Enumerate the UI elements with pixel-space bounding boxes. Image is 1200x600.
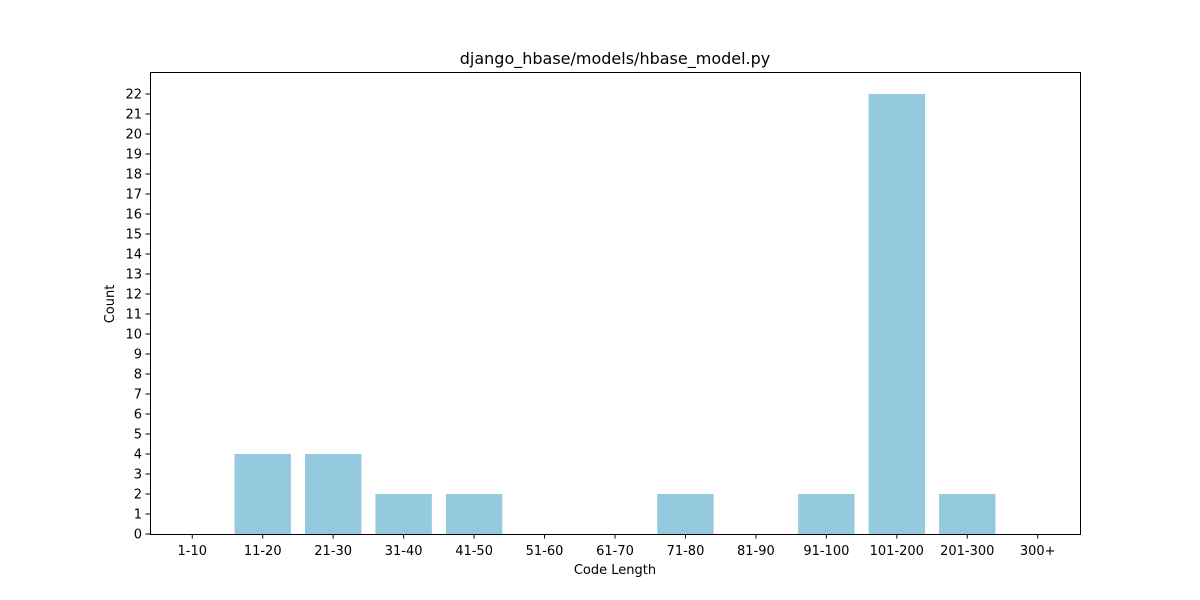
y-tick-label: 5 bbox=[134, 428, 142, 443]
x-tick-label: 300+ bbox=[1020, 544, 1056, 559]
bar-11-20 bbox=[234, 454, 291, 534]
bar-101-200 bbox=[868, 94, 925, 534]
y-tick-label: 7 bbox=[134, 388, 142, 403]
plot-frame bbox=[150, 72, 1081, 535]
bars-group bbox=[234, 94, 996, 534]
x-axis-label: Code Length bbox=[574, 563, 656, 578]
y-tick-label: 21 bbox=[125, 108, 142, 123]
bar-41-50 bbox=[445, 494, 503, 534]
bar-71-80 bbox=[657, 494, 714, 534]
x-tick-label: 21-30 bbox=[314, 544, 352, 559]
y-tick-label: 19 bbox=[125, 148, 142, 163]
y-tick-label: 17 bbox=[125, 188, 142, 203]
y-tick-label: 15 bbox=[125, 228, 142, 243]
bar-31-40 bbox=[375, 494, 432, 534]
y-tick-label: 11 bbox=[125, 308, 142, 323]
y-tick-label: 10 bbox=[125, 328, 142, 343]
y-tick-label: 12 bbox=[125, 288, 142, 303]
bar-201-300 bbox=[939, 494, 996, 534]
y-tick-label: 14 bbox=[125, 248, 142, 263]
x-tick-label: 31-40 bbox=[385, 544, 423, 559]
y-tick-label: 16 bbox=[125, 208, 142, 223]
y-tick-label: 9 bbox=[134, 348, 142, 363]
y-tick-label: 3 bbox=[134, 468, 142, 483]
y-tick-label: 20 bbox=[125, 128, 142, 143]
chart-title: django_hbase/models/hbase_model.py bbox=[460, 49, 771, 69]
x-tick-label: 201-300 bbox=[940, 544, 994, 559]
bar-91-100 bbox=[798, 494, 855, 534]
y-tick-label: 22 bbox=[125, 88, 142, 103]
x-tick-label: 81-90 bbox=[737, 544, 775, 559]
y-tick-label: 13 bbox=[125, 268, 142, 283]
x-tick-label: 11-20 bbox=[244, 544, 282, 559]
x-tick-label: 101-200 bbox=[870, 544, 924, 559]
bar-21-30 bbox=[305, 454, 362, 534]
y-tick-label: 0 bbox=[134, 528, 142, 543]
y-tick-label: 1 bbox=[134, 508, 142, 523]
x-tick-label: 1-10 bbox=[178, 544, 208, 559]
y-tick-label: 2 bbox=[134, 488, 142, 503]
x-tick-label: 61-70 bbox=[596, 544, 634, 559]
y-axis-label: Count bbox=[103, 285, 118, 324]
y-tick-label: 8 bbox=[134, 368, 142, 383]
y-tick-label: 18 bbox=[125, 168, 142, 183]
x-tick-label: 71-80 bbox=[667, 544, 705, 559]
x-tick-label: 51-60 bbox=[526, 544, 564, 559]
y-tick-label: 4 bbox=[134, 448, 142, 463]
x-tick-label: 41-50 bbox=[455, 544, 493, 559]
x-axis-ticks: 1-10 11-20 21-30 31-40 41-50 51-60 61-70 71-80 8… bbox=[178, 534, 1056, 559]
y-tick-label: 6 bbox=[134, 408, 142, 423]
x-tick-label: 91-100 bbox=[803, 544, 849, 559]
